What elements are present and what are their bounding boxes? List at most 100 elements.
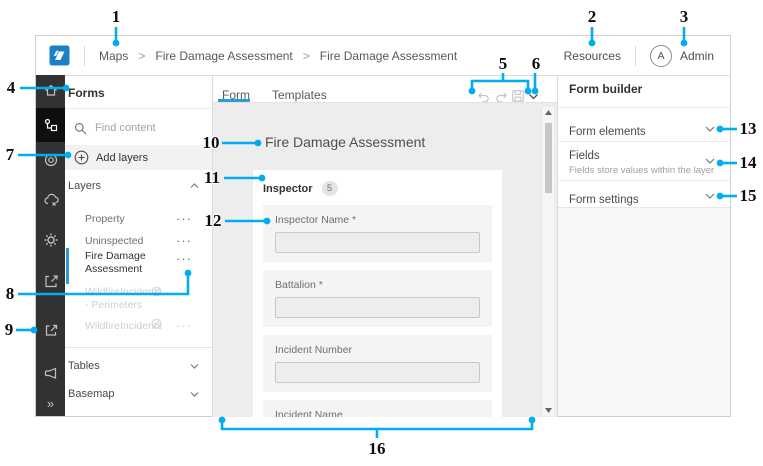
basemap-section-label: Basemap xyxy=(68,388,115,400)
header-divider xyxy=(634,45,636,66)
breadcrumb-map-name[interactable]: Fire Damage Assessment xyxy=(155,48,293,63)
layer-item-uninspected[interactable]: Uninspected xyxy=(85,235,144,247)
home-icon[interactable] xyxy=(36,82,65,98)
overflow-menu-icon[interactable]: ··· xyxy=(176,233,192,248)
form-elements-section[interactable]: Form elements xyxy=(569,122,646,140)
overflow-menu-icon[interactable]: ··· xyxy=(176,211,192,226)
callout-number-16: 16 xyxy=(368,439,386,458)
callout-number-10: 10 xyxy=(202,133,220,152)
callout-number-12: 12 xyxy=(204,211,222,230)
form-settings-label: Form settings xyxy=(569,194,639,206)
selected-layer-indicator xyxy=(66,248,69,284)
tabs-bottom-border xyxy=(212,102,557,103)
scrollbar-thumb[interactable] xyxy=(544,123,552,193)
overflow-menu-icon: ··· xyxy=(176,318,192,333)
breadcrumb-separator: > xyxy=(138,48,146,63)
tab-templates[interactable]: Templates xyxy=(272,88,327,102)
field-card-inspector-name[interactable]: Inspector Name * xyxy=(263,205,492,262)
add-layers-label: Add layers xyxy=(96,151,148,164)
form-builder-title: Form builder xyxy=(569,82,643,96)
redo-icon[interactable] xyxy=(494,90,509,104)
undo-icon[interactable] xyxy=(476,90,491,104)
layers-section-label: Layers xyxy=(68,180,102,192)
breadcrumb-layer-name: Fire Damage Assessment xyxy=(319,48,458,63)
tab-form[interactable]: Form xyxy=(222,88,250,102)
fields-label: Fields xyxy=(569,150,600,162)
avatar[interactable]: A xyxy=(649,44,672,67)
divider xyxy=(65,108,212,109)
tables-section-header[interactable]: Tables xyxy=(65,356,212,376)
username-label[interactable]: Admin xyxy=(679,48,714,63)
chevron-up-icon[interactable] xyxy=(190,183,199,189)
breadcrumb-maps[interactable]: Maps xyxy=(99,48,129,63)
field-input-preview xyxy=(275,297,480,318)
divider xyxy=(65,347,212,348)
tables-section-label: Tables xyxy=(68,360,100,372)
fields-section[interactable]: Fields Fields store values within the la… xyxy=(569,150,714,176)
field-label: Incident Number xyxy=(275,344,353,356)
scroll-down-icon[interactable] xyxy=(542,408,554,413)
chevron-down-icon[interactable] xyxy=(190,363,199,369)
plus-circle-icon xyxy=(74,150,89,165)
callout-number-4: 4 xyxy=(6,78,16,97)
chevron-down-icon[interactable] xyxy=(190,391,199,397)
cloud-offline-icon[interactable] xyxy=(36,192,65,208)
form-group-card[interactable]: Inspector 5 Inspector Name * Battalion *… xyxy=(253,170,502,417)
search-icon xyxy=(74,122,87,135)
group-header: Inspector 5 xyxy=(263,181,338,196)
form-settings-section[interactable]: Form settings xyxy=(569,190,639,208)
field-card-incident-name[interactable]: Incident Name xyxy=(263,400,492,417)
fields-description: Fields store values within the layer xyxy=(569,165,715,176)
form-elements-label: Form elements xyxy=(569,126,646,138)
field-label: Incident Name xyxy=(275,409,343,417)
panel-border xyxy=(212,75,213,417)
launch-icon[interactable] xyxy=(36,322,65,338)
header-bottom-border xyxy=(36,75,731,76)
chevron-down-icon[interactable] xyxy=(705,193,715,199)
expand-icon[interactable]: » xyxy=(46,396,55,411)
field-input-preview xyxy=(275,232,480,253)
callout-number-11: 11 xyxy=(203,168,221,187)
save-menu-chevron-icon[interactable] xyxy=(528,93,539,101)
basemap-section-header[interactable]: Basemap xyxy=(65,384,212,404)
divider xyxy=(557,107,731,108)
megaphone-icon[interactable] xyxy=(36,365,65,381)
not-supported-icon xyxy=(150,317,163,330)
layers-section-header[interactable]: Layers xyxy=(65,176,212,196)
layers-edit-icon[interactable] xyxy=(36,117,65,133)
canvas-scrollbar[interactable] xyxy=(541,107,554,416)
layer-item-wildfireincidents: WildfireIncidents xyxy=(85,320,163,332)
layer-item-property[interactable]: Property xyxy=(85,213,125,225)
resources-link[interactable]: Resources xyxy=(563,48,621,63)
callout-number-5: 5 xyxy=(498,54,508,73)
search-input[interactable] xyxy=(93,121,197,135)
scroll-up-icon[interactable] xyxy=(542,110,554,115)
save-icon[interactable] xyxy=(511,89,525,103)
not-supported-icon xyxy=(150,285,163,298)
layer-item-fire-damage-assessment[interactable]: Fire Damage Assessment xyxy=(85,250,146,275)
gear-icon[interactable] xyxy=(36,232,65,248)
field-maps-logo-icon[interactable] xyxy=(49,45,70,66)
layer-item-wildfireincidents-perimeters: WildfireIncidents - Perimeters xyxy=(85,286,163,311)
search-field[interactable] xyxy=(66,118,212,138)
callout-number-3: 3 xyxy=(679,7,689,26)
builder-panel-background xyxy=(558,207,730,416)
target-icon[interactable] xyxy=(36,152,65,168)
form-title: Fire Damage Assessment xyxy=(265,134,426,150)
field-card-battalion[interactable]: Battalion * xyxy=(263,270,492,327)
overflow-menu-icon[interactable]: ··· xyxy=(176,251,192,266)
callout-number-15: 15 xyxy=(739,186,757,205)
share-icon[interactable] xyxy=(36,273,65,289)
app-header: Maps > Fire Damage Assessment > Fire Dam… xyxy=(36,36,730,75)
callout-number-1: 1 xyxy=(111,7,121,26)
callout-number-6: 6 xyxy=(531,54,541,73)
group-label: Inspector xyxy=(263,182,313,195)
chevron-down-icon[interactable] xyxy=(705,126,715,132)
chevron-down-icon[interactable] xyxy=(705,158,715,164)
callout-number-13: 13 xyxy=(739,119,757,138)
add-layers-button[interactable]: Add layers xyxy=(65,145,212,170)
field-label: Battalion * xyxy=(275,279,323,291)
field-input-preview xyxy=(275,362,480,383)
field-card-incident-number[interactable]: Incident Number xyxy=(263,335,492,392)
